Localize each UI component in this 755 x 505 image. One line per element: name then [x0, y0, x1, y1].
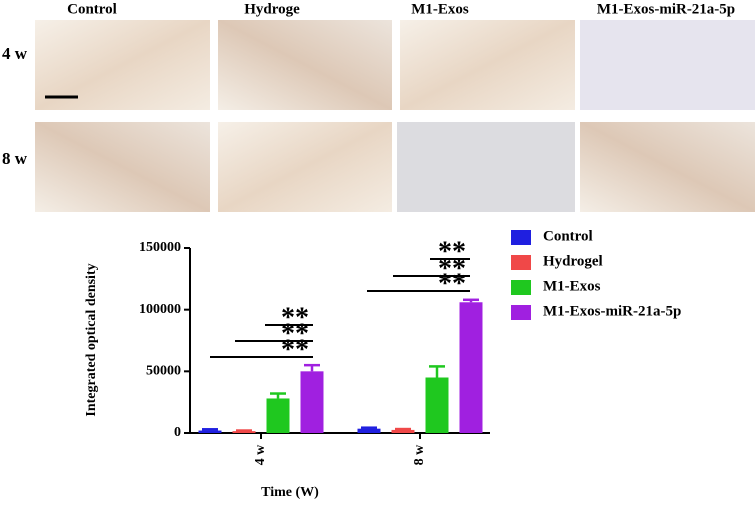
- y-tick-label: 150000: [139, 240, 181, 255]
- significance-label: **: [281, 334, 309, 365]
- row-label: 8 w: [2, 149, 28, 168]
- significance-label: **: [281, 302, 309, 333]
- bar: [459, 302, 483, 433]
- bar: [232, 431, 256, 433]
- legend-swatch: [511, 230, 531, 245]
- bar: [198, 430, 222, 433]
- micrographs: [35, 20, 755, 212]
- column-label: M1-Exos: [411, 1, 469, 17]
- y-axis-label: Integrated optical density: [84, 263, 99, 416]
- micrograph: [35, 20, 210, 110]
- x-tick-label: 8 w: [412, 444, 427, 466]
- legend-label: Control: [543, 228, 593, 244]
- legend-label: M1-Exos: [543, 278, 601, 294]
- micrograph: [218, 122, 392, 212]
- legend-swatch: [511, 280, 531, 295]
- legend-label: Hydrogel: [543, 253, 603, 269]
- micrograph: [397, 122, 575, 212]
- legend-swatch: [511, 255, 531, 270]
- bar: [300, 371, 324, 433]
- y-tick-label: 100000: [139, 302, 181, 317]
- x-axis-label: Time (W): [261, 485, 319, 500]
- row-label: 4 w: [2, 44, 28, 63]
- column-label: M1-Exos-miR-21a-5p: [597, 1, 735, 17]
- bar: [391, 429, 415, 433]
- column-label: Hydroge: [244, 1, 300, 17]
- micrograph: [35, 122, 210, 212]
- bar: [357, 428, 381, 433]
- bar: [266, 398, 290, 433]
- x-tick-label: 4 w: [253, 444, 268, 466]
- significance-label: **: [281, 318, 309, 349]
- column-label: Control: [67, 1, 117, 17]
- micrograph: [580, 20, 755, 110]
- y-tick-label: 0: [174, 425, 181, 440]
- legend-swatch: [511, 305, 531, 320]
- significance-label: **: [438, 236, 466, 267]
- micrograph: [218, 20, 392, 110]
- legend-label: M1-Exos-miR-21a-5p: [543, 303, 681, 319]
- bar: [425, 377, 449, 433]
- micrograph: [580, 122, 755, 212]
- micrograph: [400, 20, 575, 110]
- y-tick-label: 50000: [146, 364, 181, 379]
- significance-label: **: [438, 268, 466, 299]
